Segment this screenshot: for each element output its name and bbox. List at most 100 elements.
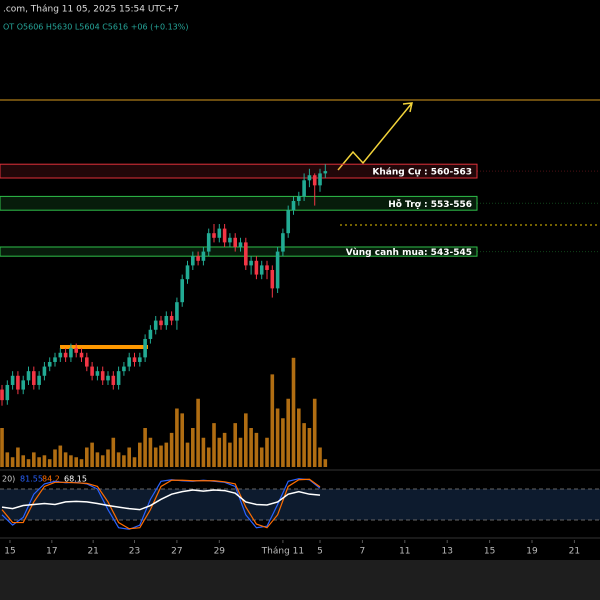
candle-body bbox=[5, 384, 10, 401]
volume-bar bbox=[307, 428, 312, 467]
candle-body bbox=[63, 352, 68, 358]
indicator-legend: 20) 81.55 84.2 68.15 bbox=[2, 475, 87, 484]
candle-body bbox=[169, 315, 174, 321]
volume-bar bbox=[21, 455, 26, 467]
x-tick-label: 15 bbox=[4, 547, 15, 557]
candle-body bbox=[312, 175, 317, 186]
candle-body bbox=[249, 260, 253, 266]
candle-body bbox=[270, 269, 275, 289]
volume-bar bbox=[318, 447, 322, 467]
candle-body bbox=[217, 228, 222, 238]
candle-body bbox=[175, 302, 179, 321]
candle-body bbox=[116, 371, 121, 385]
candle-body bbox=[254, 260, 259, 275]
x-tick-label: 5 bbox=[317, 547, 323, 557]
zone-label: Hỗ Trợ : 553-556 bbox=[388, 199, 472, 210]
candle-body bbox=[238, 242, 243, 247]
volume-bar bbox=[53, 449, 57, 467]
x-tick-label: 15 bbox=[484, 547, 495, 557]
zone-label: Kháng Cự : 560-563 bbox=[372, 168, 472, 178]
volume-bar bbox=[196, 398, 200, 467]
volume-bar bbox=[270, 374, 275, 467]
projection-arrow bbox=[337, 102, 413, 171]
volume-bar bbox=[100, 455, 105, 467]
candle-body bbox=[233, 237, 238, 247]
candle-body bbox=[32, 371, 36, 385]
volume-bar bbox=[217, 437, 222, 467]
candle-body bbox=[275, 251, 280, 289]
x-tick-label: 21 bbox=[569, 547, 580, 557]
volume-bar bbox=[90, 442, 94, 467]
x-tick-label: 27 bbox=[171, 547, 182, 557]
x-tick-label: Tháng 11 bbox=[261, 547, 304, 557]
volume-bar bbox=[42, 455, 47, 467]
volume-bar bbox=[302, 423, 306, 467]
candle-body bbox=[53, 357, 57, 362]
volume-bar bbox=[259, 447, 264, 467]
indicator-value: 81.55 bbox=[20, 475, 43, 484]
volume-bar bbox=[201, 437, 206, 467]
volume-bar bbox=[291, 357, 296, 467]
volume-bar bbox=[281, 418, 285, 467]
indicator-line bbox=[1, 489, 321, 511]
volume-bar bbox=[175, 408, 179, 467]
candle-body bbox=[206, 233, 211, 252]
volume-bar bbox=[37, 457, 41, 467]
x-tick-label: 17 bbox=[46, 547, 57, 557]
x-tick-label: 7 bbox=[360, 547, 366, 557]
candle-body bbox=[47, 361, 52, 367]
volume-bar bbox=[265, 437, 269, 467]
candle-body bbox=[212, 233, 216, 238]
volume-bar bbox=[180, 413, 185, 467]
volume-bar bbox=[153, 447, 158, 467]
volume-bar bbox=[297, 408, 301, 467]
candle-body bbox=[95, 371, 100, 376]
candle-body bbox=[291, 200, 296, 211]
volume-bar bbox=[228, 442, 232, 467]
candle-body bbox=[222, 228, 227, 243]
volume-bar bbox=[10, 457, 15, 467]
candle-body bbox=[265, 265, 269, 270]
volume-bar bbox=[148, 437, 153, 467]
volume-bar bbox=[249, 428, 253, 467]
candle-body bbox=[74, 348, 79, 353]
volume-bar bbox=[69, 455, 73, 467]
header-ohlc: OT O5606 H5630 L5604 C5616 +06 (+0.13%) bbox=[3, 23, 188, 32]
candle-body bbox=[100, 371, 105, 381]
x-tick-label: 23 bbox=[129, 547, 140, 557]
volume-bar bbox=[116, 452, 121, 467]
indicator-value: 68.15 bbox=[64, 475, 87, 484]
zone-box bbox=[0, 195, 478, 211]
candle-body bbox=[286, 210, 291, 234]
volume-bar bbox=[127, 447, 132, 467]
x-tick-label: 29 bbox=[214, 547, 226, 557]
volume-bar bbox=[122, 455, 126, 467]
candle-body bbox=[185, 265, 190, 280]
candle-body bbox=[122, 366, 126, 372]
indicator-band bbox=[0, 489, 600, 520]
candle-body bbox=[69, 348, 73, 358]
candle-body bbox=[318, 173, 322, 186]
zone-box bbox=[0, 163, 478, 179]
volume-bar bbox=[286, 398, 291, 467]
candle-body bbox=[111, 375, 116, 385]
candle-body bbox=[10, 375, 15, 385]
volume-bar bbox=[95, 452, 100, 467]
volume-bar bbox=[159, 445, 163, 467]
volume-bar bbox=[58, 445, 63, 467]
volume-bar bbox=[212, 423, 216, 467]
volume-bar bbox=[312, 398, 317, 467]
candle-body bbox=[127, 357, 132, 367]
volume-bar bbox=[85, 447, 89, 467]
candle-body bbox=[79, 352, 84, 358]
volume-bar bbox=[79, 459, 84, 467]
candle-body bbox=[153, 320, 158, 330]
x-tick-label: 19 bbox=[526, 547, 538, 557]
volume-bar bbox=[5, 452, 10, 467]
indicator-value: 84.2 bbox=[42, 475, 60, 484]
candle-body bbox=[307, 175, 312, 181]
candle-body bbox=[37, 375, 41, 385]
candle-body bbox=[21, 380, 26, 390]
volume-bar bbox=[275, 408, 280, 467]
